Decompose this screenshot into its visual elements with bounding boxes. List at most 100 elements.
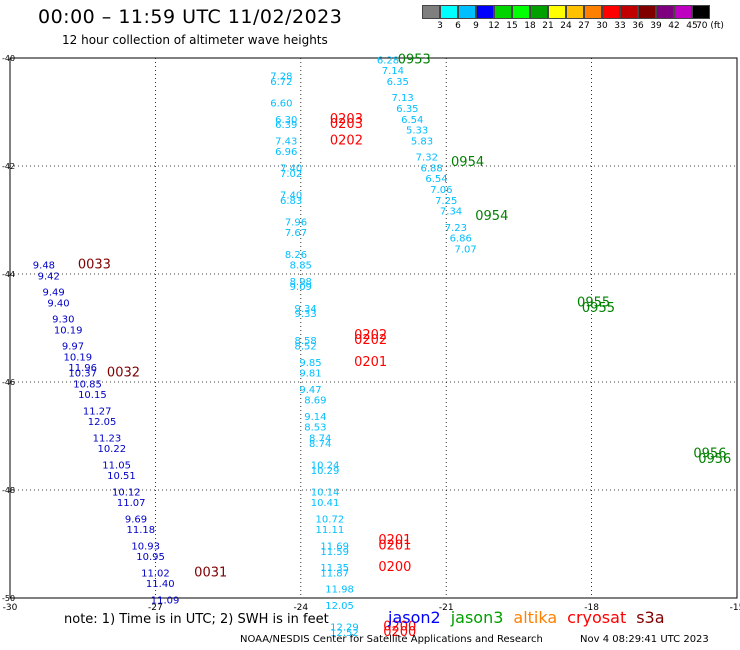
wave-height-point: 9.49 <box>42 288 64 299</box>
wave-height-point: 6.35 <box>387 77 409 88</box>
wave-height-point: 6.86 <box>450 234 472 245</box>
wave-height-point: 10.22 <box>97 444 126 455</box>
wave-height-point: 6.83 <box>280 196 302 207</box>
wave-height-point: 7.23 <box>445 223 467 234</box>
pass-time-label: 0201 <box>378 538 411 553</box>
wave-height-point: 10.37 <box>68 369 97 380</box>
wave-height-point: 9.85 <box>299 358 321 369</box>
wave-height-point: 10.72 <box>316 514 345 525</box>
pass-time-label: 0202 <box>354 328 387 343</box>
legend-swatch <box>638 5 656 19</box>
pass-time-label: 0956 <box>698 452 731 467</box>
pass-time-label: 0955 <box>577 295 610 310</box>
wave-height-point: 7.40 <box>280 163 302 174</box>
wave-height-point: 9.09 <box>290 282 312 293</box>
legend-swatch <box>566 5 584 19</box>
wave-height-point: 7.25 <box>435 196 457 207</box>
legend-label: 33 <box>614 21 626 31</box>
wave-height-point: 10.19 <box>64 352 93 363</box>
y-tick-label: -46 <box>2 378 15 387</box>
chart-subtitle: 12 hour collection of altimeter wave hei… <box>62 33 328 47</box>
wave-height-point: 10.14 <box>311 487 340 498</box>
wave-height-point: 8.52 <box>295 342 317 353</box>
wave-height-point: 6.35 <box>396 104 418 115</box>
color-scale-legend <box>422 5 710 19</box>
wave-height-point: 11.02 <box>141 568 170 579</box>
wave-height-point: 7.02 <box>280 169 302 180</box>
wave-height-point: 9.42 <box>38 271 60 282</box>
wave-height-point: 8.58 <box>295 336 317 347</box>
wave-height-point: 8.74 <box>309 433 331 444</box>
wave-height-point: 7.43 <box>275 136 297 147</box>
wave-height-point: 11.11 <box>316 525 345 536</box>
wave-height-point: 6.88 <box>421 163 443 174</box>
wave-height-point: 10.29 <box>311 466 340 477</box>
legend-swatch <box>656 5 674 19</box>
x-tick-label: -24 <box>293 603 308 613</box>
pass-time-label: 0200 <box>383 619 416 634</box>
wave-height-point: 10.41 <box>311 498 340 509</box>
pass-time-label: 0953 <box>398 52 431 67</box>
pass-time-label: 0033 <box>78 258 111 273</box>
legend-label: 3 <box>437 21 443 31</box>
wave-height-point: 10.51 <box>107 471 136 482</box>
legend-swatch <box>494 5 512 19</box>
wave-height-point: 5.83 <box>411 136 433 147</box>
wave-height-point: 8.85 <box>290 261 312 272</box>
wave-height-point: 11.35 <box>320 563 349 574</box>
satellite-legend-item: cryosat <box>567 608 627 627</box>
wave-height-point: 11.96 <box>68 363 97 374</box>
legend-swatch <box>530 5 548 19</box>
wave-height-point: 10.19 <box>54 325 83 336</box>
wave-height-point: 10.15 <box>78 390 107 401</box>
wave-height-point: 6.96 <box>275 147 297 158</box>
wave-height-point: 9.33 <box>295 309 317 320</box>
pass-time-label: 0200 <box>383 625 416 640</box>
wave-height-point: 9.40 <box>47 298 69 309</box>
wave-height-point: 10.85 <box>73 379 102 390</box>
wave-height-point: 12.52 <box>330 628 359 639</box>
wave-height-point: 11.98 <box>325 585 354 596</box>
wave-height-point: 11.40 <box>146 579 175 590</box>
wave-height-point: 11.18 <box>127 525 156 536</box>
wave-height-point: 11.59 <box>320 547 349 558</box>
wave-height-point: 10.93 <box>131 541 160 552</box>
pass-time-label: 0954 <box>451 155 484 170</box>
legend-swatch <box>692 5 710 19</box>
pass-time-label: 0031 <box>194 565 227 580</box>
wave-height-point: 8.98 <box>290 277 312 288</box>
wave-height-point: 7.06 <box>430 185 452 196</box>
pass-time-label: 0202 <box>330 133 363 148</box>
footer-credit: NOAA/NESDIS Center for Satellite Applica… <box>240 634 543 645</box>
y-tick-label: -48 <box>2 486 15 495</box>
plot-frame <box>9 57 738 599</box>
legend-label: 18 <box>524 21 536 31</box>
footer-note: note: 1) Time is in UTC; 2) SWH is in fe… <box>64 612 329 627</box>
wave-height-point: 10.12 <box>112 487 141 498</box>
legend-swatch <box>476 5 494 19</box>
wave-height-point: 12.05 <box>88 417 117 428</box>
y-tick-label: -42 <box>2 162 15 171</box>
wave-height-point: 10.24 <box>311 460 340 471</box>
chart-title: 00:00 – 11:59 UTC 11/02/2023 <box>38 6 343 28</box>
wave-height-point: 7.13 <box>391 93 413 104</box>
x-tick-label: -15 <box>730 603 740 613</box>
wave-height-point: 6.28 <box>377 55 399 66</box>
legend-swatch <box>548 5 566 19</box>
wave-height-point: 12.05 <box>325 601 354 612</box>
satellite-legend-item: jason2 <box>388 608 441 627</box>
legend-swatch <box>440 5 458 19</box>
pass-time-label: 0200 <box>378 560 411 575</box>
wave-height-point: 7.34 <box>440 207 462 218</box>
x-tick-label: -30 <box>3 603 18 613</box>
pass-time-label: 0201 <box>378 533 411 548</box>
legend-label: 15 <box>506 21 518 31</box>
wave-height-point: 5.33 <box>406 126 428 137</box>
wave-height-point: 11.69 <box>320 541 349 552</box>
legend-label: 21 <box>542 21 554 31</box>
wave-height-point: 8.74 <box>309 439 331 450</box>
legend-swatch <box>674 5 692 19</box>
pass-time-label: 0956 <box>693 447 726 462</box>
